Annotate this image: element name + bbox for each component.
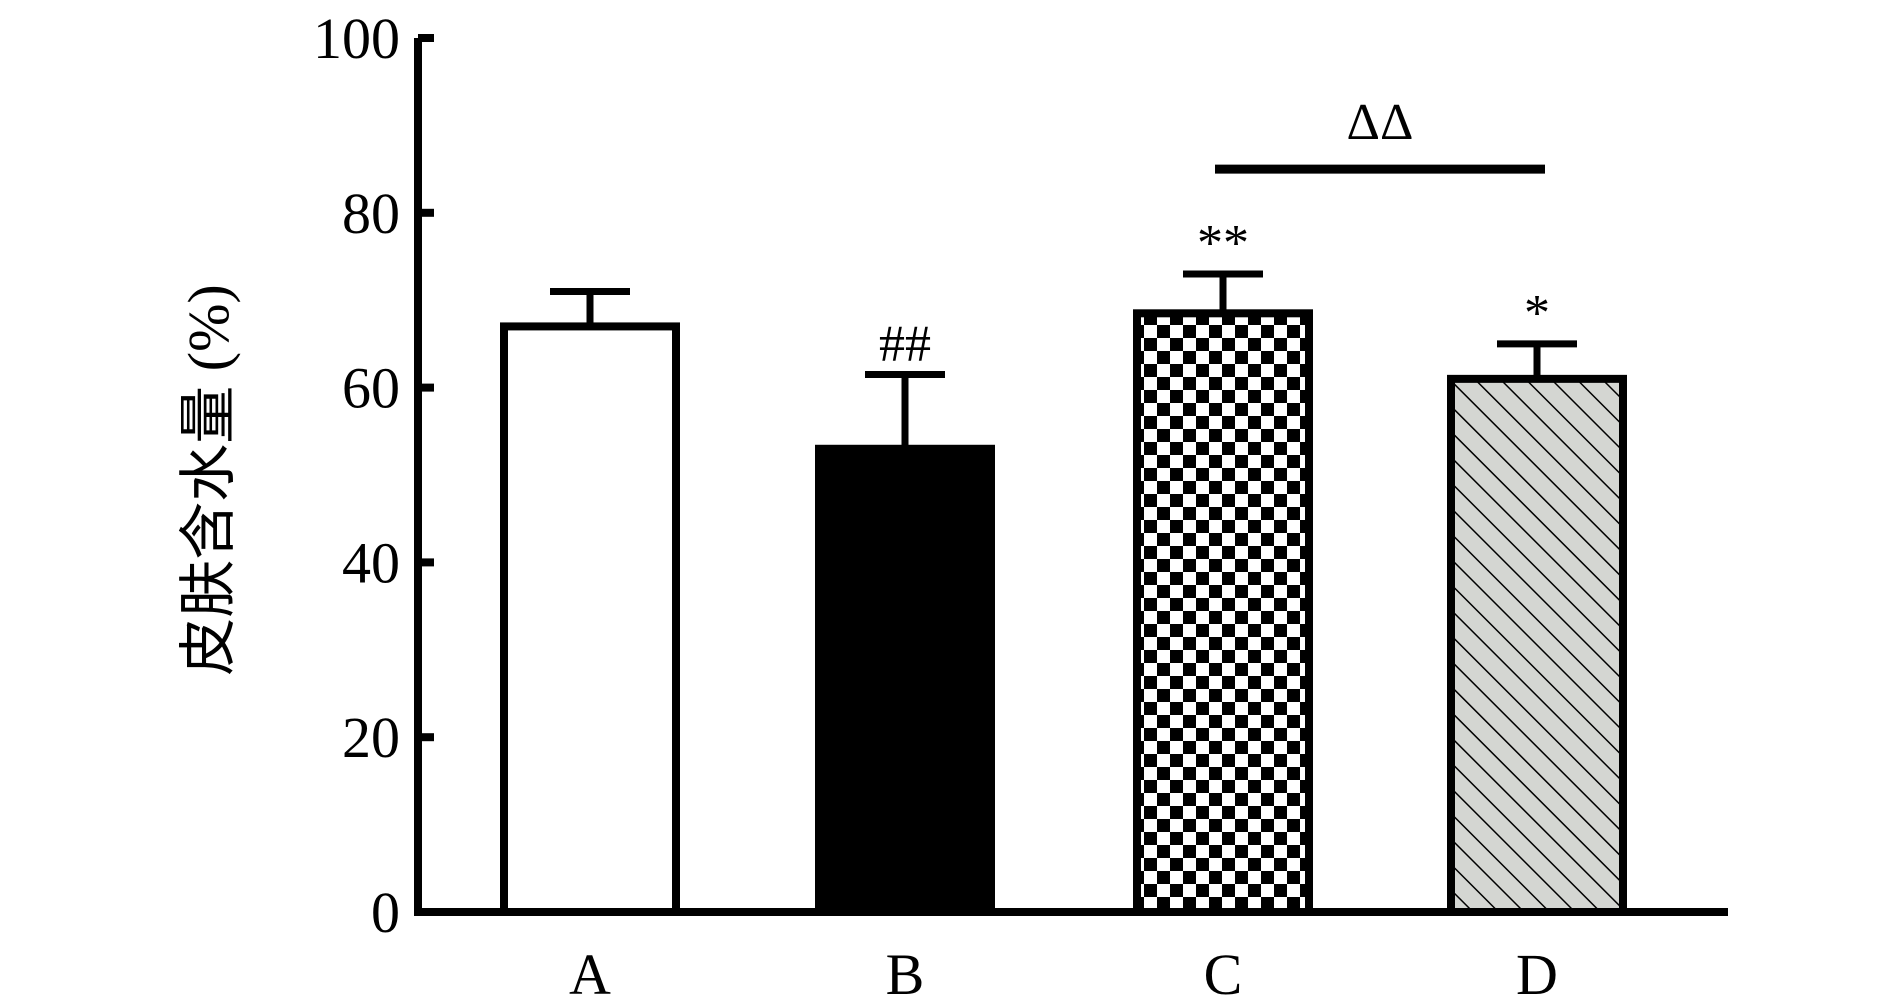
- significance-label-b: ##: [879, 315, 931, 372]
- bar-a: [500, 322, 680, 917]
- y-tick-label-20: 20: [342, 705, 400, 770]
- y-tick-label-60: 60: [342, 356, 400, 421]
- y-tick-label-0: 0: [371, 880, 400, 945]
- comparison-label: ΔΔ: [1347, 94, 1414, 151]
- y-axis-label: 皮肤含水量 (%): [176, 284, 241, 675]
- x-tick-label-a: A: [569, 942, 611, 999]
- x-tick-label-b: B: [886, 942, 925, 999]
- bar-b: [815, 444, 995, 916]
- significance-label-c: **: [1197, 215, 1249, 272]
- significance-label-d: *: [1524, 285, 1550, 342]
- y-tick-label-100: 100: [313, 6, 400, 71]
- bar-d: [1447, 374, 1627, 916]
- y-tick-label-40: 40: [342, 530, 400, 595]
- x-tick-label-c: C: [1204, 942, 1243, 999]
- y-tick-label-80: 80: [342, 181, 400, 246]
- x-tick-label-d: D: [1516, 942, 1558, 999]
- bar-c: [1133, 309, 1313, 916]
